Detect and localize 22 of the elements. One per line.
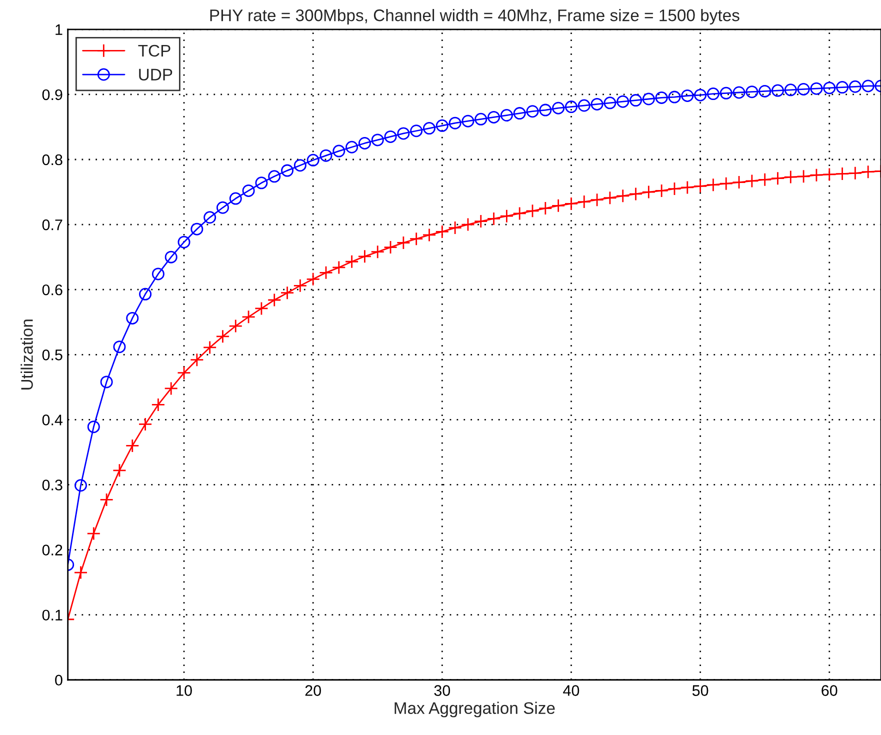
- y-tick-label: 0.6: [42, 284, 62, 296]
- x-tick-label: 40: [563, 685, 580, 696]
- y-tick-label: 0: [55, 674, 62, 686]
- x-tick-label: 60: [822, 685, 838, 696]
- legend-label: UDP: [139, 68, 172, 81]
- y-tick-label: 0.9: [42, 89, 62, 100]
- x-tick-label: 20: [305, 685, 321, 696]
- y-tick-label: 1: [56, 24, 62, 35]
- chart-title: PHY rate = 300Mbps, Channel width = 40Mhz, Frame size = 1500 bytes: [210, 8, 740, 25]
- y-tick-label: 0.1: [42, 610, 62, 621]
- x-tick-label: 10: [176, 685, 192, 696]
- y-tick-label: 0.3: [42, 480, 62, 490]
- y-axis-title: Utilization: [20, 320, 33, 390]
- y-tick-label: 0.2: [42, 544, 62, 556]
- y-tick-label: 0.8: [42, 154, 62, 166]
- legend-label: TCP: [138, 44, 170, 57]
- y-tick-label: 0.5: [42, 350, 62, 360]
- y-tick-label: 0.7: [42, 219, 62, 230]
- x-axis-title: Max Aggregation Size: [394, 702, 555, 718]
- x-tick-label: 50: [692, 685, 708, 696]
- x-tick-label: 30: [434, 685, 450, 696]
- y-tick-label: 0.4: [42, 414, 63, 426]
